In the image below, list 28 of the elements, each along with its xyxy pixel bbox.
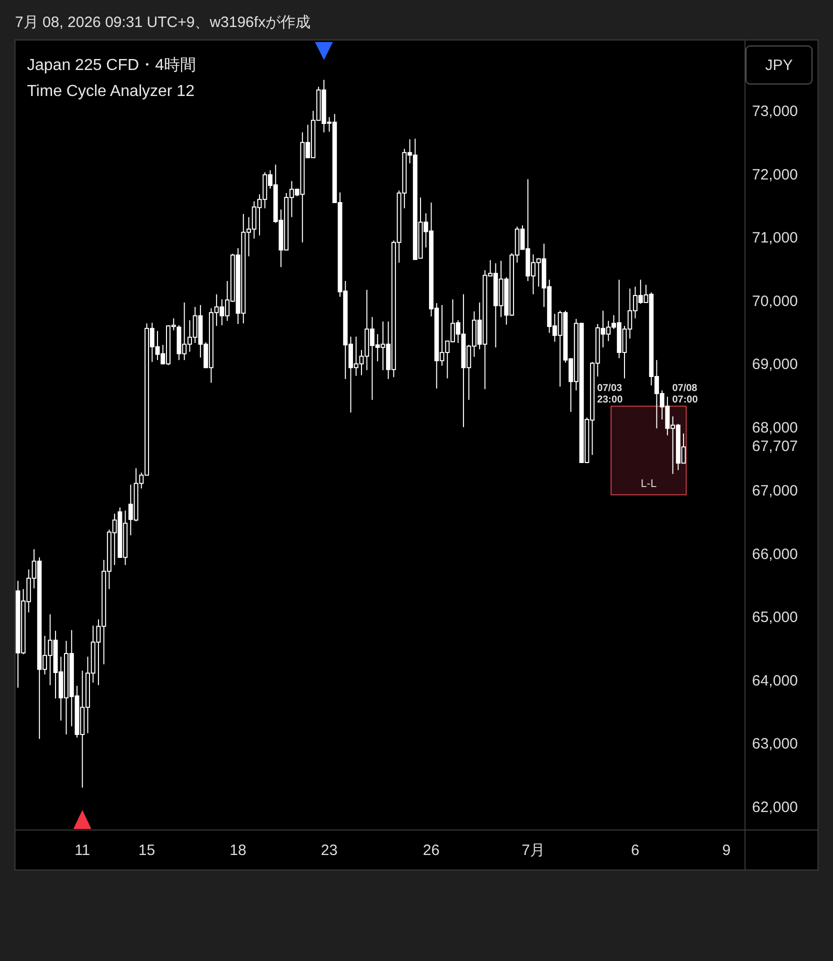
x-tick-label: 15 [138, 842, 156, 859]
y-tick-label: 69,000 [752, 356, 798, 374]
x-tick-label: 9 [722, 842, 731, 859]
text: Japan 225 CFD・4時間 [27, 56, 196, 74]
annotation: 07/08 07:00 [672, 383, 698, 406]
y-tick-label: 72,000 [752, 166, 798, 184]
y-tick-label: 68,000 [752, 419, 798, 436]
x-tick-label: 6 [631, 842, 640, 859]
y-tick-label: 63,000 [752, 736, 798, 753]
y-tick-label: 70,000 [752, 292, 798, 310]
y-tick-label: 71,000 [752, 230, 798, 247]
y-tick-label: 73,000 [752, 103, 798, 120]
y-tick-label: 66,000 [752, 546, 798, 563]
x-tick-label: 26 [422, 842, 440, 859]
x-tick-label: 7月 [522, 842, 545, 859]
y-tick-label: 65,000 [752, 609, 798, 626]
annotation: L-L [640, 478, 657, 490]
text: Time Cycle Analyzer 12 [27, 83, 195, 100]
text: JPY [765, 56, 793, 74]
x-tick-label: 18 [230, 842, 246, 859]
annotation: 07/03 23:00 [597, 383, 624, 406]
x-tick-label: 11 [74, 842, 90, 859]
y-tick-label: 62,000 [752, 798, 798, 816]
text: 7月 08, 2026 09:31 UTC+9、w3196fxが作成 [15, 14, 311, 31]
x-tick-label: 23 [320, 842, 338, 859]
y-tick-label: 67,707 [752, 438, 798, 455]
y-tick-label: 67,000 [752, 482, 798, 500]
y-tick-label: 64,000 [752, 672, 798, 690]
